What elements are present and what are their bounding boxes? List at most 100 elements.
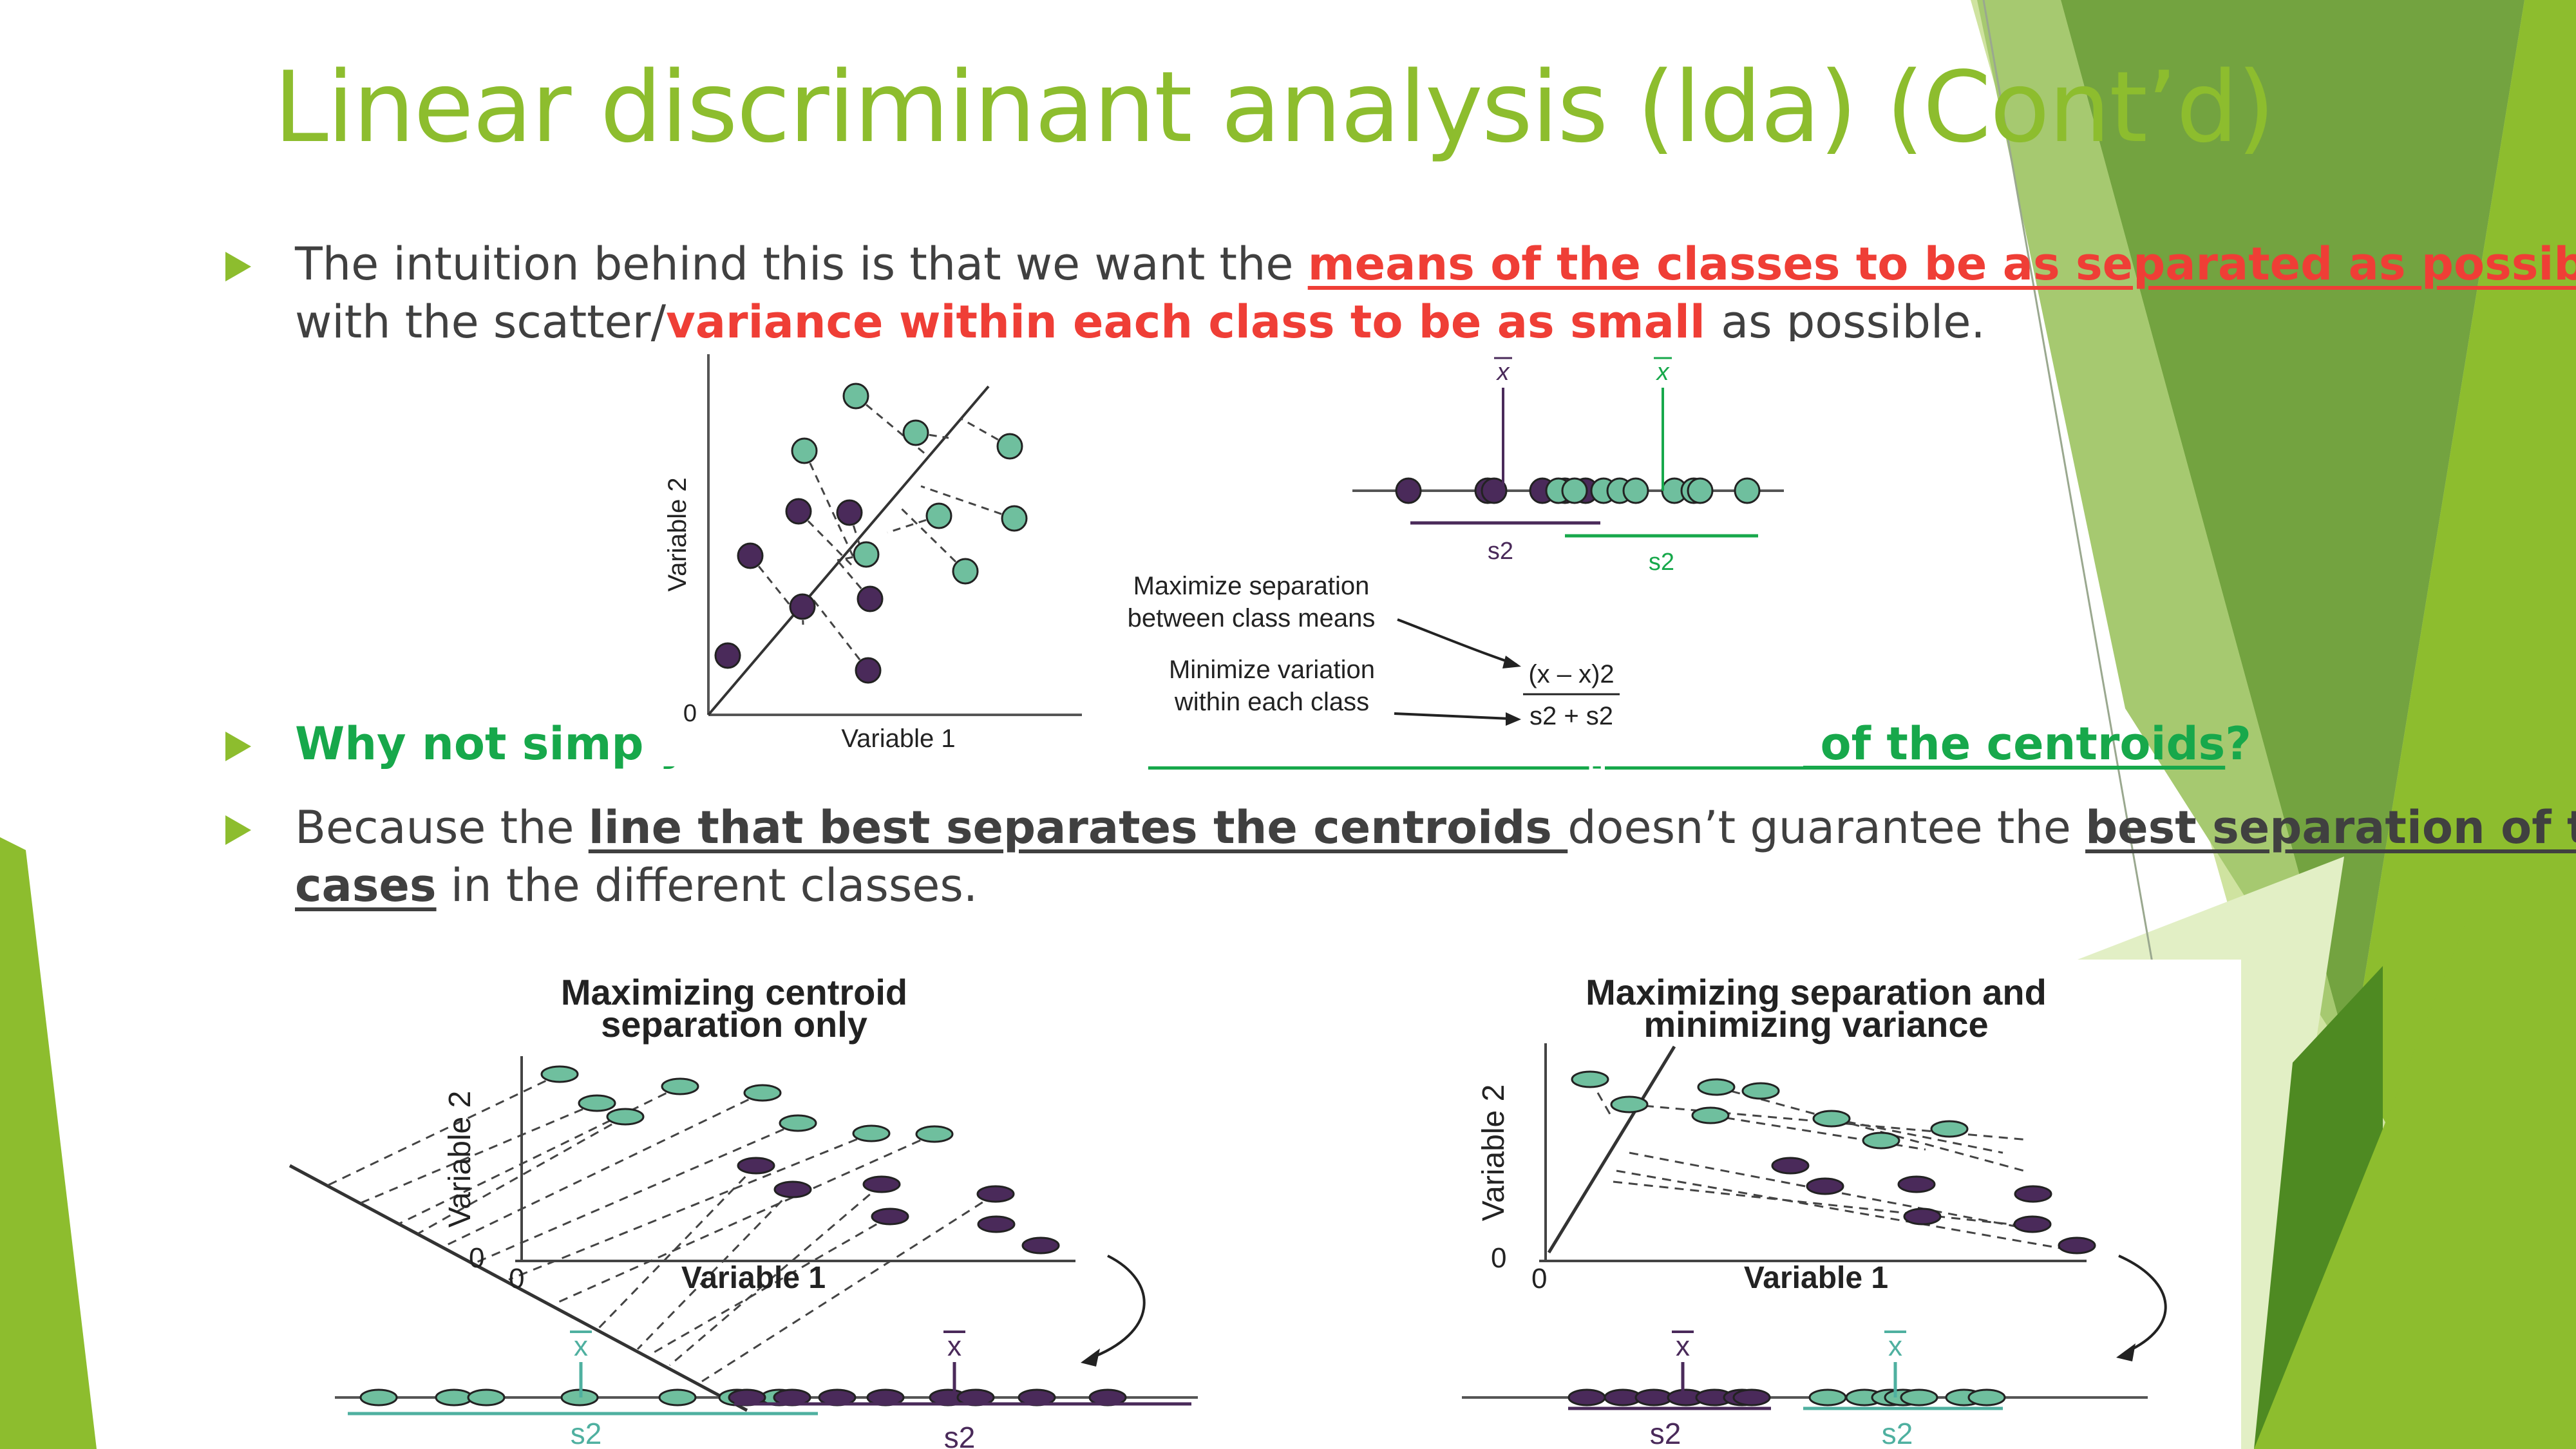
top-point-9 (785, 498, 812, 525)
left-dash-12 (701, 1193, 996, 1383)
left-projection-lines (328, 1073, 996, 1383)
left-point-2 (578, 1094, 616, 1112)
left-dash-8 (553, 1133, 935, 1305)
top-point-12 (857, 585, 884, 612)
top-point-13 (789, 593, 816, 620)
slide-title: Linear discriminant analysis (lda) (Cont… (274, 50, 2275, 164)
right-scatter-points (1571, 1070, 2096, 1255)
left-scatter-points (540, 1065, 1060, 1255)
right-projected-points (1567, 1388, 2006, 1406)
left-point-7 (852, 1124, 891, 1142)
bullet-1-middle: , with the scatter/ (295, 296, 667, 348)
right-point-14 (2013, 1215, 2052, 1233)
top-lda-figure: Variable 2 Variable 1 0 x x s2 s2 Maximi… (644, 341, 1803, 766)
bullet-3-highlight-cases: best separation of the cases (295, 801, 2576, 912)
right-lda-figure: Maximizing separation and minimizing var… (1359, 960, 2241, 1449)
annotation-arrow-2 (1394, 712, 1511, 720)
right-proj-point-1 (1567, 1388, 1606, 1406)
right-s2-purple: s2 (1650, 1417, 1681, 1449)
inset-point-1 (1395, 477, 1422, 504)
right-point-15 (2058, 1236, 2096, 1255)
right-point-11 (1897, 1175, 1936, 1193)
left-dash-9 (598, 1164, 757, 1329)
top-scatter-points (714, 383, 1028, 684)
left-dash-7 (508, 1132, 872, 1281)
bullet-3-text: Because the line that best separates the… (295, 799, 2576, 914)
bullet-3-marker (225, 815, 251, 845)
bg-left-accent (0, 837, 97, 1449)
top-point-4 (791, 437, 818, 464)
top-ylabel: Variable 2 (663, 477, 692, 591)
bullet-1-highlight-variance: variance within each class to be as smal… (666, 296, 1721, 348)
left-proj-point-1 (359, 1388, 398, 1406)
annotation-maximize-line1: Maximize separation (1133, 572, 1370, 600)
right-curved-arrowhead (2116, 1343, 2136, 1361)
right-point-9 (1771, 1157, 1810, 1175)
left-proj-point-3 (467, 1388, 506, 1406)
left-point-10 (773, 1180, 812, 1198)
right-dash-4 (1710, 1114, 1926, 1151)
top-dash-1 (855, 395, 930, 459)
left-ylabel: Variable 2 (443, 1091, 477, 1228)
top-projection-lines (749, 395, 1015, 671)
left-xbar-purple: x (947, 1331, 961, 1362)
right-point-10 (1806, 1177, 1844, 1195)
left-figure-title-line1: Maximizing centroid (561, 972, 907, 1012)
top-dash-12 (836, 560, 871, 600)
right-figure-title-line2: minimizing variance (1643, 1004, 1988, 1045)
inset-point-8 (1561, 477, 1588, 504)
left-s2-purple: s2 (944, 1421, 976, 1449)
bullet-3-highlight-line: line that best separates the centroids (588, 801, 1568, 854)
right-point-13 (1903, 1208, 1942, 1226)
top-point-14 (714, 642, 741, 669)
left-point-8 (915, 1125, 954, 1143)
right-proj-point-3 (1634, 1388, 1673, 1406)
inset-point-15 (1734, 477, 1761, 504)
top-point-2 (902, 419, 929, 446)
left-dash-10 (636, 1188, 794, 1350)
right-proj-point-7 (1732, 1388, 1771, 1406)
top-dash-6 (920, 485, 1015, 520)
bullet-1-prefix: The intuition behind this is that we wan… (295, 238, 1308, 290)
left-s2-teal: s2 (571, 1417, 602, 1449)
top-point-5 (925, 502, 952, 529)
right-ylabel: Variable 2 (1477, 1084, 1511, 1222)
right-point-12 (2014, 1185, 2052, 1203)
right-point-3 (1697, 1078, 1736, 1096)
left-point-14 (977, 1215, 1016, 1233)
bullet-1-highlight-means: means of the classes to be as separated … (1307, 238, 2576, 290)
top-point-1 (842, 383, 869, 410)
formula-numerator: (x – x)2 (1528, 660, 1614, 688)
right-s2-teal: s2 (1882, 1417, 1913, 1449)
left-dash-4 (418, 1115, 626, 1235)
bullet-1-marker (225, 252, 251, 281)
bg-mid-wedge (1977, 0, 2351, 1063)
left-dash-11 (669, 1183, 882, 1367)
left-point-3 (661, 1077, 699, 1095)
formula-denominator: s2 + s2 (1530, 702, 1613, 730)
inset-xbar-purple: x (1496, 359, 1511, 386)
right-zero-y: 0 (1491, 1242, 1506, 1274)
left-point-9 (737, 1157, 775, 1175)
bullet-2-suffix: ? (2225, 717, 2251, 770)
right-proj-point-12 (1900, 1388, 1938, 1406)
left-curved-arrowhead (1081, 1349, 1100, 1367)
left-point-1 (540, 1065, 579, 1083)
bullet-1-text: The intuition behind this is that we wan… (295, 235, 2576, 351)
right-dash-5 (1831, 1117, 2003, 1154)
left-xbar-teal: x (574, 1331, 588, 1362)
right-point-7 (1862, 1132, 1900, 1150)
left-centroid-figure: Maximizing centroid separation only Vari… (283, 960, 1211, 1449)
bullet-3-suffix: in the different classes. (436, 859, 978, 912)
annotation-arrowhead-1 (1502, 656, 1521, 668)
top-point-3 (996, 433, 1023, 460)
right-point-5 (1691, 1106, 1730, 1124)
top-discriminant-line (707, 385, 990, 716)
annotation-maximize-line2: between class means (1128, 604, 1376, 632)
top-dash-14 (809, 595, 869, 671)
left-point-15 (1021, 1236, 1060, 1255)
bg-lower-wedge (2254, 889, 2576, 1449)
right-point-2 (1610, 1095, 1649, 1113)
left-xlabel: Variable 1 (681, 1261, 826, 1295)
left-point-6 (779, 1114, 817, 1132)
